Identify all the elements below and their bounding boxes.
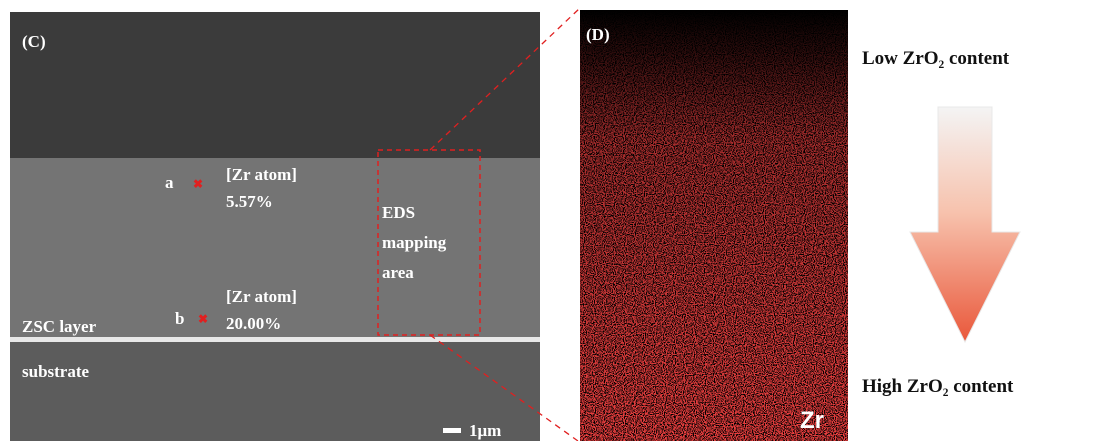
eds-map: (D) Zr	[580, 10, 848, 441]
layer-label: ZSC layer	[22, 317, 97, 336]
panel-label: (D)	[586, 25, 610, 44]
substrate-label: substrate	[22, 362, 90, 381]
point-value: 20.00%	[226, 314, 281, 333]
area-label: EDS	[382, 203, 415, 222]
panel-label: (C)	[22, 32, 46, 51]
legend-bottom: High ZrO₂ content	[862, 376, 1014, 397]
sem-image: (C) a ✖ [Zr atom] 5.57% b ✖ [Zr atom] 20…	[10, 12, 540, 441]
point-heading: [Zr atom]	[226, 287, 297, 306]
scale-bar-label: 1μm	[469, 421, 501, 440]
point-name: a	[165, 173, 174, 192]
figure: (C) a ✖ [Zr atom] 5.57% b ✖ [Zr atom] 20…	[0, 0, 1094, 441]
point-name: b	[175, 309, 184, 328]
svg-text:✖: ✖	[198, 312, 208, 326]
svg-text:✖: ✖	[193, 177, 203, 191]
point-heading: [Zr atom]	[226, 165, 297, 184]
area-label: area	[382, 263, 414, 282]
point-value: 5.57%	[226, 192, 273, 211]
gradient-arrow	[910, 107, 1020, 342]
element-label: Zr	[800, 407, 824, 434]
area-label: mapping	[382, 233, 447, 252]
legend-top: Low ZrO₂ content	[862, 48, 1010, 69]
